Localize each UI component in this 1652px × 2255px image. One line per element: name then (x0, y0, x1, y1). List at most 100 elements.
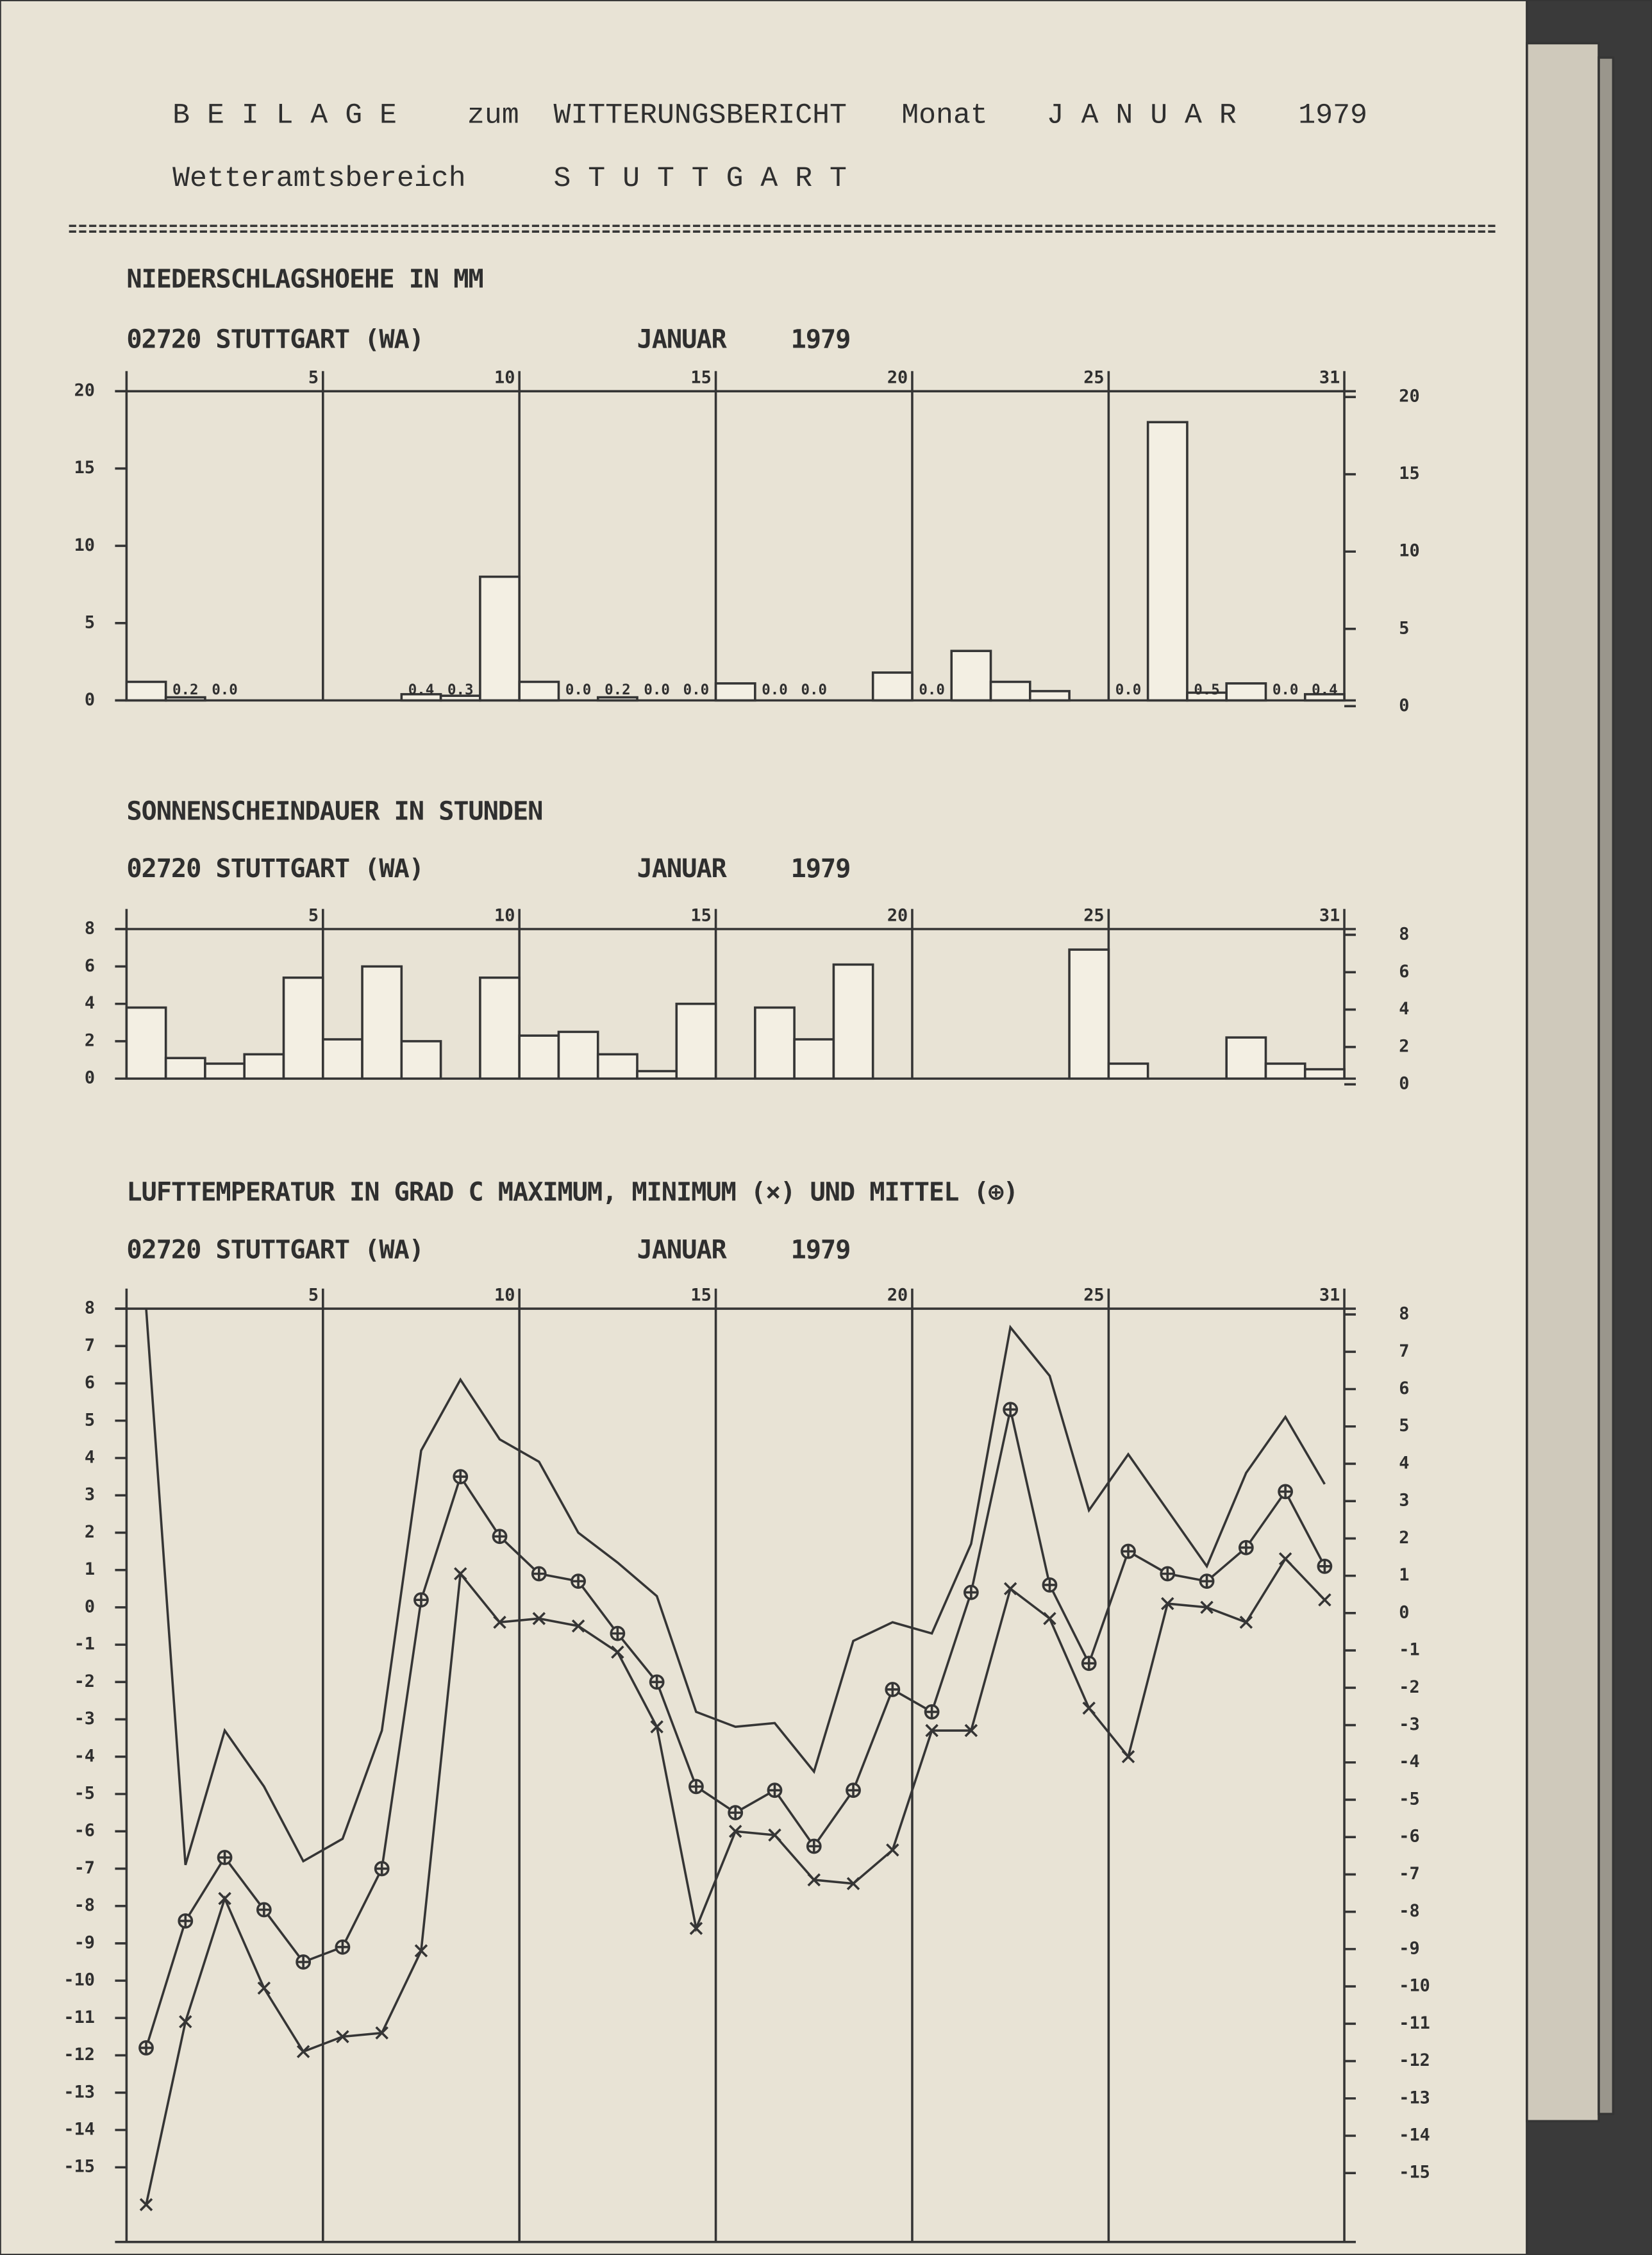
bar (1029, 690, 1071, 702)
y2-tick-label: -14 (1399, 2125, 1430, 2145)
y2-tick-label: 15 (1399, 464, 1419, 483)
y2-tick-label: 6 (1399, 1379, 1409, 1398)
bar (1303, 692, 1346, 702)
station: 02720 STUTTGART (WA) (126, 1234, 424, 1264)
marker-plus (768, 1784, 781, 1797)
y2-tick-label: -1 (1399, 1640, 1419, 1660)
marker-cross (493, 1615, 506, 1629)
marker-cross (257, 1981, 271, 1995)
y-tick-label: -5 (74, 1784, 95, 1804)
paper (0, 0, 1528, 2255)
marker (178, 1913, 194, 1929)
y-tick-label: 6 (85, 956, 95, 976)
marker (768, 1828, 781, 1842)
marker (1121, 1750, 1135, 1764)
marker (1160, 1566, 1176, 1582)
marker (217, 1850, 233, 1865)
y-tick-label: 5 (85, 1410, 95, 1430)
y-tick-label: 10 (74, 535, 95, 555)
marker-cross (336, 2030, 349, 2043)
y2-tick-label: 0 (1399, 696, 1409, 716)
x-tick-label: 31 (1319, 905, 1340, 925)
marker-plus (964, 1586, 978, 1599)
y2-tick-label: 0 (1399, 1602, 1409, 1622)
marker-cross (454, 1567, 467, 1580)
y-tick-label: 4 (85, 1447, 95, 1467)
marker (963, 1584, 979, 1600)
marker (806, 1838, 822, 1854)
bar (714, 682, 756, 702)
bar (361, 965, 403, 1080)
marker (414, 1944, 428, 1957)
bar (164, 1057, 206, 1080)
x-tick-label: 25 (1083, 905, 1104, 925)
bar (596, 696, 638, 702)
marker (139, 2198, 153, 2211)
marker-plus (571, 1575, 585, 1588)
x-tick-label: 5 (308, 1285, 319, 1305)
bar (164, 696, 206, 702)
marker-cross (1278, 1552, 1292, 1566)
marker (925, 1723, 939, 1738)
marker (1042, 1577, 1058, 1593)
chart-title: NIEDERSCHLAGSHOEHE IN MM (126, 264, 483, 294)
value-label: 0.0 (919, 682, 944, 698)
marker (531, 1566, 547, 1582)
y-tick-label: 0 (85, 1068, 95, 1088)
value-label: 0.0 (1115, 682, 1141, 698)
station: 02720 STUTTGART (WA) (126, 853, 424, 884)
marker (846, 1877, 860, 1890)
marker-plus (179, 1914, 192, 1928)
bar (1107, 1062, 1149, 1080)
marker-plus (257, 1903, 271, 1916)
bar (282, 977, 324, 1080)
y-tick-label: 0 (85, 1597, 95, 1616)
marker (532, 1612, 546, 1625)
y2-tick-label: 8 (1399, 1304, 1409, 1324)
marker-plus (807, 1840, 821, 1853)
marker-plus (1004, 1403, 1017, 1416)
y2-tick-label: 1 (1399, 1565, 1409, 1585)
page-edges (1526, 42, 1600, 2123)
header-word: zum (467, 99, 519, 131)
marker-plus (218, 1850, 231, 1865)
marker-plus (1082, 1657, 1096, 1670)
marker (688, 1779, 704, 1795)
marker (1082, 1701, 1096, 1715)
marker (1278, 1484, 1294, 1500)
marker-plus (846, 1784, 860, 1797)
header-year: 1979 (1298, 99, 1367, 131)
marker-cross (571, 1619, 585, 1633)
marker-cross (650, 1720, 663, 1734)
marker (1081, 1656, 1097, 1672)
marker-plus (297, 1955, 310, 1969)
marker (1238, 1539, 1254, 1555)
bar (596, 1053, 638, 1080)
marker (964, 1723, 978, 1738)
marker-cross (1239, 1615, 1253, 1629)
y-tick-label: 3 (85, 1485, 95, 1505)
y2-tick-label: 8 (1399, 924, 1409, 944)
bar (518, 1034, 560, 1080)
y-tick-label: 2 (85, 1030, 95, 1050)
marker-cross (218, 1891, 231, 1906)
chart-year: 1979 (791, 853, 851, 884)
marker (1161, 1597, 1174, 1611)
y-tick-label: -1 (74, 1634, 95, 1654)
marker (728, 1805, 744, 1821)
header-word: B E I L A G E (172, 99, 397, 131)
marker-cross (139, 2198, 153, 2211)
y2-tick-label: 0 (1399, 1074, 1409, 1094)
bar (400, 1040, 442, 1080)
marker (1278, 1552, 1292, 1566)
marker-plus (886, 1682, 899, 1697)
book-spine (1598, 56, 1615, 2115)
y2-tick-label: -10 (1399, 1976, 1430, 1996)
y-tick-label: -3 (74, 1709, 95, 1729)
marker (374, 1861, 390, 1877)
x-tick-label: 20 (887, 367, 908, 387)
marker-cross (1003, 1582, 1017, 1596)
marker (1121, 1543, 1136, 1559)
bar (125, 680, 167, 702)
